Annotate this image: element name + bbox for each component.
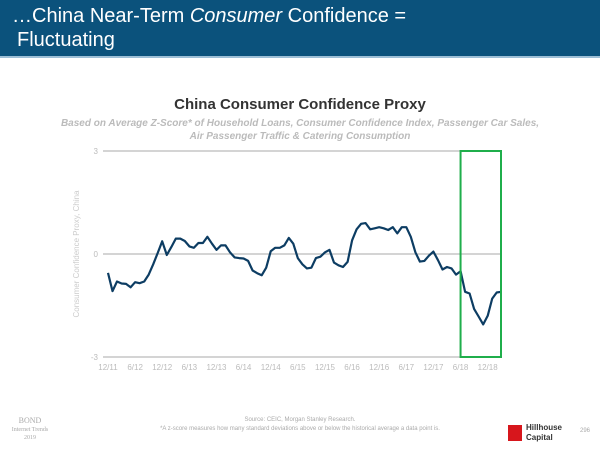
subtitle-line1: Based on Average Z-Score* of Household L…: [60, 118, 540, 129]
logo-line1: Hillhouse: [526, 423, 563, 432]
x-tick-label: 6/12: [127, 363, 143, 372]
x-tick-label: 12/11: [98, 363, 118, 372]
logo-line2: Capital: [526, 433, 553, 442]
subtitle-line2: Air Passenger Traffic & Catering Consump…: [189, 131, 411, 142]
x-tick-label: 12/16: [369, 363, 390, 372]
y-tick-label: 0: [94, 250, 99, 259]
series-line: [106, 222, 502, 326]
x-tick-label: 12/17: [423, 363, 444, 372]
hillhouse-logo-icon: [508, 425, 522, 441]
bond-name: BOND: [18, 416, 42, 425]
zscore-note: *A z-score measures how many standard de…: [160, 426, 440, 432]
x-tick-label: 12/15: [315, 363, 336, 372]
title-part: …China Near-Term: [12, 5, 190, 27]
hillhouse-logo-text: Hillhouse Capital: [526, 423, 562, 443]
x-tick-label: 6/16: [344, 363, 360, 372]
x-tick-label: 6/17: [399, 363, 415, 372]
x-tick-label: 12/12: [152, 363, 173, 372]
x-tick-label: 6/15: [290, 363, 306, 372]
x-tick-label: 6/18: [453, 363, 469, 372]
title-part: Confidence =: [282, 5, 407, 27]
page-number: 296: [580, 428, 591, 434]
y-tick-label: 3: [94, 147, 99, 156]
bond-logo: BOND Internet Trends 2019: [8, 416, 52, 442]
highlight-box: [459, 150, 502, 358]
slide-title: …China Near-Term Consumer Confidence = Fl…: [12, 4, 406, 52]
y-tick-label: -3: [91, 353, 99, 362]
x-tick-label: 12/14: [261, 363, 282, 372]
x-tick-label: 6/14: [236, 363, 252, 372]
chart-title: China Consumer Confidence Proxy: [174, 96, 426, 113]
bond-year: 2019: [24, 435, 36, 441]
chart-subtitle: Based on Average Z-Score* of Household L…: [0, 117, 600, 143]
x-tick-label: 6/13: [182, 363, 198, 372]
bond-sub: Internet Trends: [11, 427, 49, 433]
title-bar: …China Near-Term Consumer Confidence = Fl…: [0, 0, 600, 58]
source-note: Source: CEIC, Morgan Stanley Research.: [244, 417, 356, 423]
y-axis-label: Consumer Confidence Proxy, China: [72, 190, 81, 318]
x-tick-label: 12/18: [478, 363, 499, 372]
title-line2: Fluctuating: [17, 29, 115, 51]
title-emphasis: Consumer: [189, 5, 283, 27]
x-tick-label: 12/13: [206, 363, 227, 372]
